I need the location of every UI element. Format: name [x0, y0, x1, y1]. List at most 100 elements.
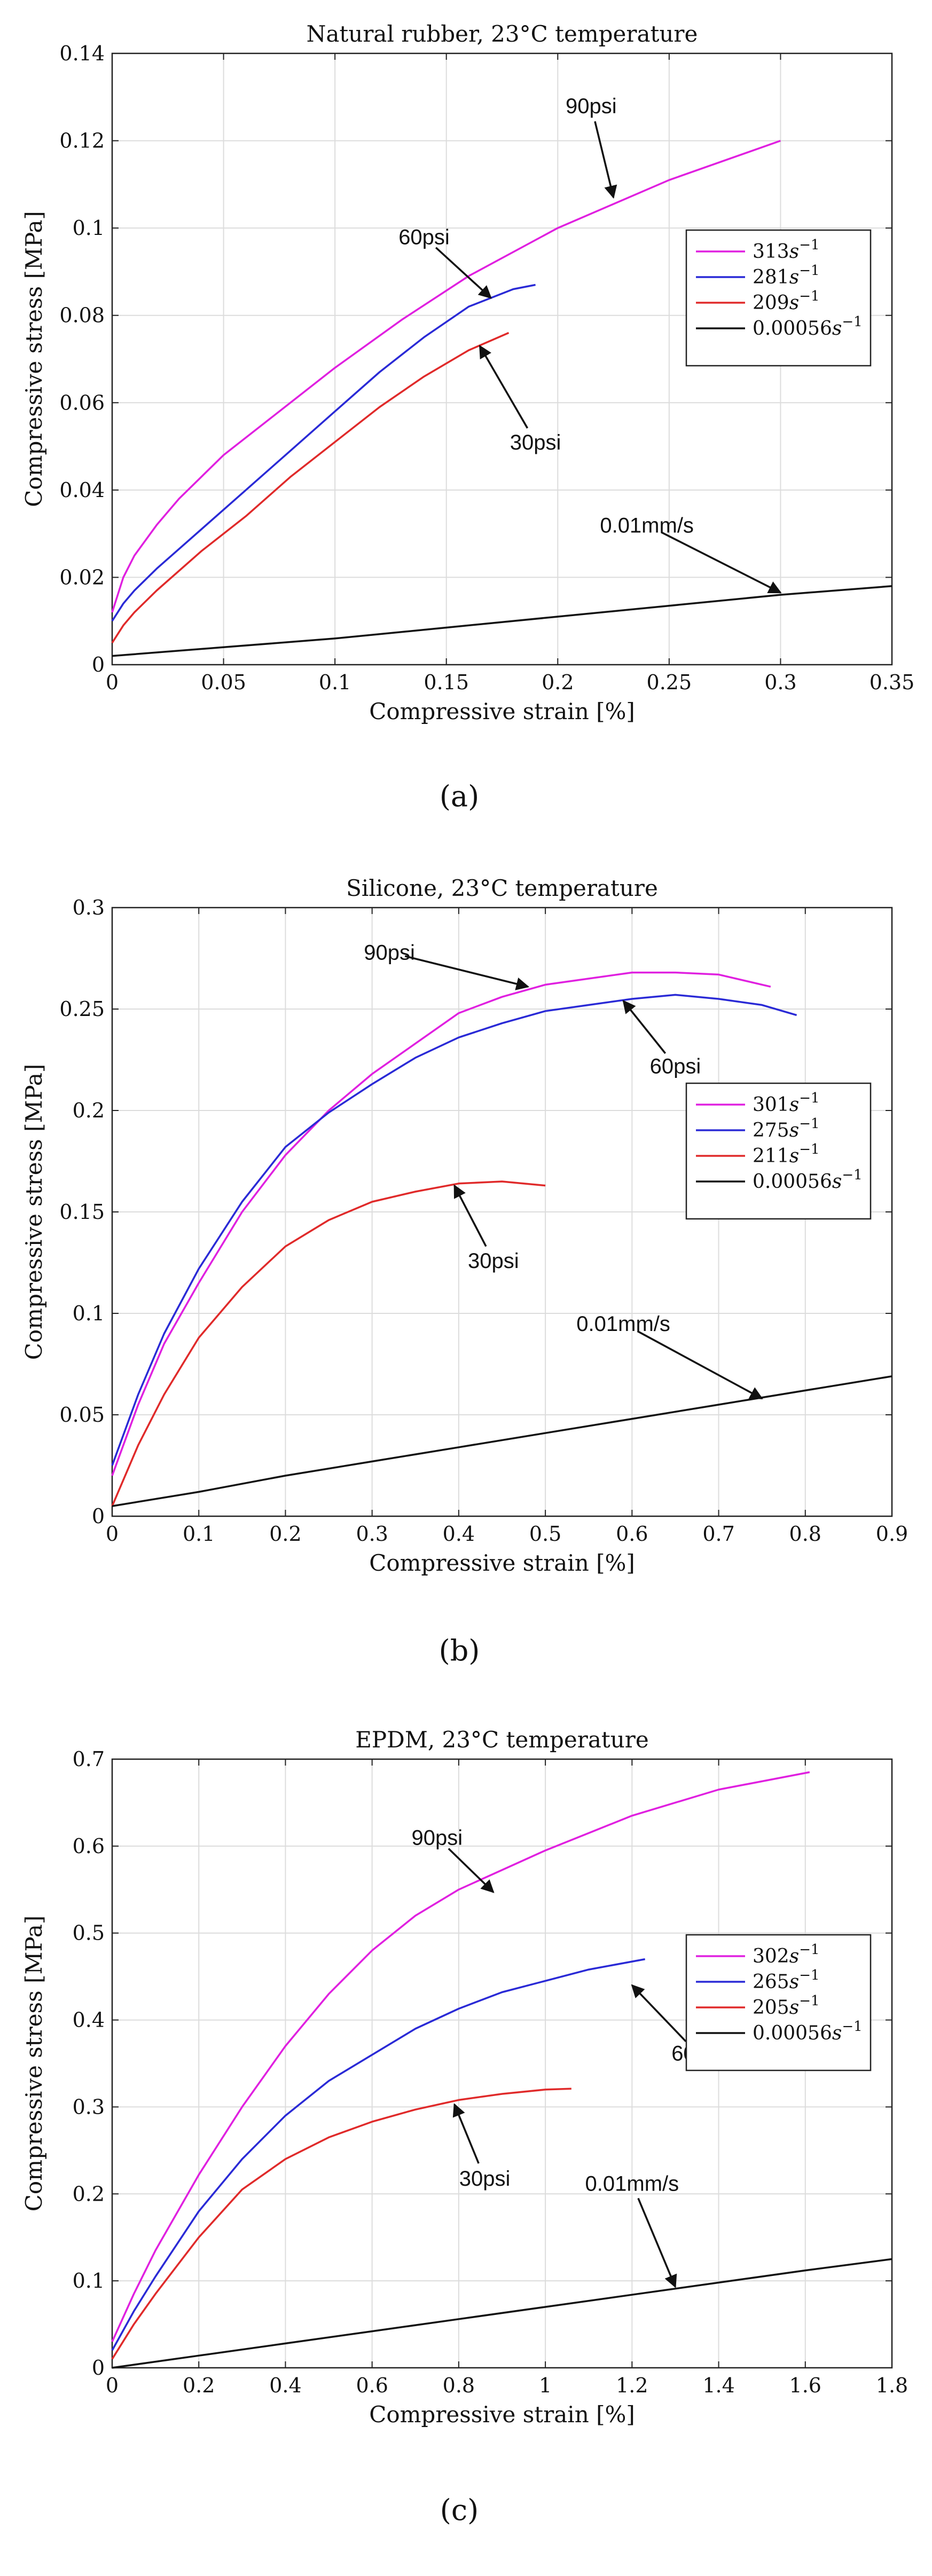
annotation-label: 90psi	[412, 1826, 463, 1850]
plot-frame	[111, 1758, 893, 2369]
legend-box	[685, 1934, 872, 2071]
x-tick-label: 0.2	[183, 2374, 215, 2397]
series-line-265	[111, 1958, 646, 2351]
x-tick-label: 0	[106, 1522, 119, 1546]
annotation-label: 0.01mm/s	[576, 1312, 670, 1336]
legend-entry-exponent: −1	[799, 1967, 819, 1983]
y-tick-label: 0.25	[59, 997, 105, 1021]
x-tick-label: 1.4	[702, 2374, 734, 2397]
annotation-label: 0.01mm/s	[585, 2172, 679, 2196]
legend-entry-value: 211	[753, 1145, 789, 1167]
legend-entry-label: 265s−1	[753, 1967, 820, 1993]
series-line-205	[111, 2087, 571, 2360]
series-line-0.00056	[112, 585, 892, 657]
chart-title: Natural rubber, 23°C temperature	[307, 21, 698, 47]
x-tick-label: 0.1	[183, 1522, 215, 1546]
x-tick-label: 0.2	[542, 671, 574, 694]
x-tick-label: 0	[106, 2374, 119, 2397]
annotation-label: 0.01mm/s	[600, 514, 694, 537]
annotation-label: 30psi	[510, 431, 561, 454]
legend-entry-exponent: −1	[799, 1116, 819, 1132]
panel-caption: (a)	[440, 779, 479, 813]
chart-panel-c: 0 0.2 0.4 0.6 0.8 1 1.2 1.4 1.6 1.8 0 0.1 0.2 0.3 0.4 0…	[21, 1727, 908, 2527]
y-axis-label: Compressive stress [MPa]	[21, 1916, 47, 2212]
y-tick-label: 0.12	[59, 129, 105, 153]
legend-entry-label: 211s−1	[753, 1141, 820, 1167]
annotation-arrow	[637, 1330, 763, 1400]
y-tick-label: 0.2	[73, 2182, 105, 2205]
legend-entry-exponent: −1	[799, 1090, 819, 1106]
legend-entry-value: 0.00056	[753, 1171, 832, 1193]
legend-entry-unit: s	[789, 1120, 799, 1141]
chart-panel-a: 0 0.05 0.1 0.15 0.2 0.25 0.3 0.35 0 0.02 0.04 0.06 0…	[21, 21, 914, 813]
x-tick-label: 1.2	[616, 2374, 648, 2397]
x-tick-label: 0.05	[201, 671, 246, 694]
y-tick-label: 0	[92, 2356, 105, 2380]
x-tick-label: 0.5	[529, 1522, 561, 1546]
annotation-label: 60psi	[398, 226, 450, 249]
y-tick-label: 0.3	[73, 2095, 105, 2118]
y-tick-label: 0.06	[59, 391, 105, 414]
legend-entry-unit: s	[789, 1945, 799, 1967]
y-tick-label: 0.04	[59, 478, 105, 502]
annotation-arrow	[594, 121, 617, 199]
legend-entry-unit: s	[789, 292, 799, 314]
legend-entry-value: 0.00056	[753, 2022, 832, 2044]
x-tick-label: 1.6	[789, 2374, 821, 2397]
legend-entry-exponent: −1	[799, 237, 819, 253]
annotation-arrow	[661, 531, 782, 594]
legend-entry-value: 275	[753, 1120, 789, 1141]
annotation-arrow	[448, 1848, 495, 1893]
legend-entry-exponent: −1	[799, 263, 819, 279]
annotation-arrow	[631, 1984, 687, 2043]
x-tick-label: 0.8	[443, 2374, 475, 2397]
legend-entry-label: 301s−1	[753, 1090, 820, 1116]
legend-entry-value: 209	[753, 292, 789, 314]
y-tick-label: 0.7	[73, 1747, 105, 1771]
legend-entry-unit: s	[789, 1971, 799, 1993]
x-tick-label: 0.15	[424, 671, 469, 694]
legend-entry-value: 0.00056	[753, 318, 832, 340]
y-tick-label: 0.1	[73, 1302, 105, 1325]
legend-entry-unit: s	[789, 266, 799, 288]
legend-entry-value: 265	[753, 1971, 789, 1993]
legend-entry-label: 281s−1	[753, 263, 820, 288]
annotation-label: 60psi	[650, 1054, 701, 1078]
y-tick-label: 0.2	[73, 1099, 105, 1122]
x-axis-label: Compressive strain [%]	[369, 2401, 635, 2428]
y-tick-label: 0.14	[59, 42, 105, 65]
panel-caption: (c)	[440, 2493, 479, 2527]
y-tick-label: 0.02	[59, 565, 105, 589]
legend-entry-value: 205	[753, 1997, 789, 2019]
chart-panel-b: 0 0.1 0.2 0.3 0.4 0.5 0.6 0.7 0.8 0.9 0 0.05 0.1 0.15…	[21, 875, 908, 1667]
legend-box	[685, 1082, 872, 1220]
x-axis-label: Compressive strain [%]	[369, 698, 635, 724]
y-axis-label: Compressive stress [MPa]	[21, 211, 47, 507]
x-tick-label: 0.6	[616, 1522, 648, 1546]
x-tick-label: 0.25	[647, 671, 692, 694]
legend-entry-exponent: −1	[799, 1993, 819, 2009]
annotation-label: 90psi	[566, 94, 617, 118]
x-tick-label: 0.35	[870, 671, 915, 694]
annotation-label: 30psi	[468, 1249, 519, 1273]
x-tick-label: 0.2	[269, 1522, 301, 1546]
series-line-211	[111, 1180, 546, 1507]
legend-entry-label: 209s−1	[753, 288, 820, 314]
y-tick-label: 0.6	[73, 1834, 105, 1858]
legend-entry-unit: s	[789, 1145, 799, 1167]
legend-entry-exponent: −1	[799, 1141, 819, 1157]
series-line-281	[111, 283, 536, 622]
x-tick-label: 0.9	[876, 1522, 908, 1546]
x-tick-label: 1.8	[876, 2374, 908, 2397]
y-tick-label: 0.05	[59, 1403, 105, 1427]
y-tick-label: 0.3	[73, 896, 105, 919]
x-tick-label: 0.4	[443, 1522, 475, 1546]
y-tick-label: 0.4	[73, 2008, 105, 2032]
legend-entry-unit: s	[789, 1997, 799, 2019]
plot-frame	[111, 52, 893, 666]
annotation-label: 30psi	[459, 2167, 511, 2191]
legend-entry-exponent: −1	[799, 1942, 819, 1958]
legend-entry-label: 275s−1	[753, 1116, 820, 1141]
